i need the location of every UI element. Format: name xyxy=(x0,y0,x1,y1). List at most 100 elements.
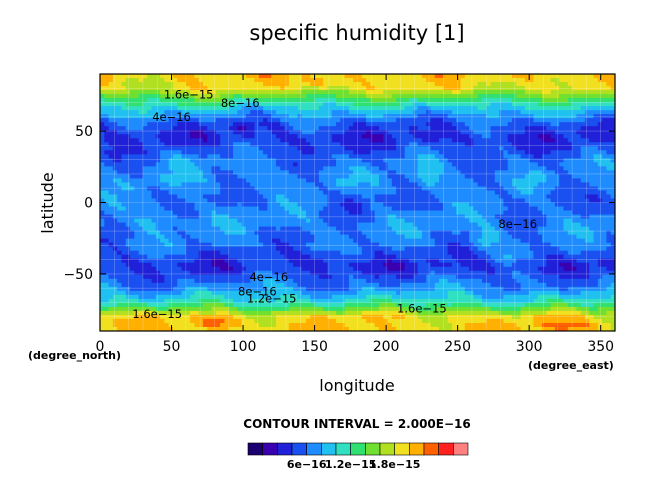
field-cell xyxy=(134,142,140,147)
field-cell xyxy=(520,86,526,91)
field-cell xyxy=(190,150,196,155)
field-cell xyxy=(336,118,341,123)
field-cell xyxy=(331,102,337,107)
field-cell xyxy=(318,74,324,79)
field-cell xyxy=(366,82,371,87)
field-cell xyxy=(589,198,595,204)
field-cell xyxy=(245,158,251,163)
field-cell xyxy=(194,130,200,135)
field-cell xyxy=(353,222,359,228)
field-cell xyxy=(366,198,371,204)
field-cell xyxy=(434,154,440,159)
field-cell xyxy=(185,130,191,135)
field-cell xyxy=(172,222,178,228)
field-cell xyxy=(572,222,577,228)
field-cell xyxy=(434,114,440,119)
field-cell xyxy=(297,158,303,163)
field-cell xyxy=(245,114,251,119)
field-cell xyxy=(323,74,329,79)
field-cell xyxy=(185,238,191,244)
field-cell xyxy=(481,82,487,87)
field-cell xyxy=(597,82,603,87)
field-cell xyxy=(215,142,221,147)
field-cell xyxy=(537,190,543,196)
field-cell xyxy=(554,186,560,192)
field-cell xyxy=(554,222,560,228)
field-cell xyxy=(284,162,290,167)
field-cell xyxy=(327,146,333,151)
field-cell xyxy=(318,186,324,192)
field-cell xyxy=(117,106,123,111)
field-cell xyxy=(185,74,191,79)
field-cell xyxy=(177,206,183,212)
field-cell xyxy=(610,130,615,135)
field-cell xyxy=(576,170,582,175)
field-cell xyxy=(207,170,213,175)
field-cell xyxy=(323,186,329,192)
field-cell xyxy=(516,202,522,208)
field-cell xyxy=(327,194,333,200)
field-cell xyxy=(284,94,290,99)
field-cell xyxy=(413,234,419,240)
field-cell xyxy=(164,174,170,180)
field-cell xyxy=(258,82,264,87)
field-cell xyxy=(336,106,341,111)
field-cell xyxy=(258,198,264,204)
field-cell xyxy=(520,182,526,188)
field-cell xyxy=(301,190,307,196)
field-cell xyxy=(306,210,311,216)
field-cell xyxy=(207,210,213,216)
field-cell xyxy=(567,182,573,188)
field-cell xyxy=(421,238,427,244)
field-cell xyxy=(353,190,359,196)
field-cell xyxy=(529,186,535,192)
field-cell xyxy=(228,158,234,163)
field-cell xyxy=(233,154,238,159)
field-cell xyxy=(507,82,513,87)
field-cell xyxy=(194,166,200,171)
field-cell xyxy=(606,114,612,119)
field-cell xyxy=(597,222,603,228)
field-cell xyxy=(602,94,608,99)
field-cell xyxy=(314,102,320,107)
field-cell xyxy=(177,86,183,91)
field-cell xyxy=(336,122,341,127)
field-cell xyxy=(400,122,406,127)
field-cell xyxy=(160,74,165,79)
field-cell xyxy=(451,82,457,87)
field-cell xyxy=(224,170,230,175)
field-cell xyxy=(336,126,341,131)
field-cell xyxy=(554,74,560,79)
field-cell xyxy=(409,210,414,216)
field-cell xyxy=(503,194,509,200)
field-cell xyxy=(104,126,110,131)
field-cell xyxy=(439,102,444,107)
field-cell xyxy=(404,166,410,171)
field-cell xyxy=(254,230,260,236)
field-cell xyxy=(473,166,479,171)
field-cell xyxy=(203,218,208,224)
field-cell xyxy=(499,154,505,159)
field-cell xyxy=(258,170,264,175)
field-cell xyxy=(306,170,311,175)
field-cell xyxy=(400,166,406,171)
field-cell xyxy=(434,146,440,151)
field-cell xyxy=(374,206,380,212)
field-cell xyxy=(357,194,363,200)
field-cell xyxy=(374,218,380,224)
field-cell xyxy=(434,162,440,167)
field-cell xyxy=(185,174,191,180)
field-cell xyxy=(576,86,582,91)
field-cell xyxy=(597,218,603,224)
field-cell xyxy=(490,154,496,159)
field-cell xyxy=(284,182,290,188)
field-cell xyxy=(108,194,114,200)
field-cell xyxy=(520,118,526,123)
field-cell xyxy=(224,78,230,83)
field-cell xyxy=(507,78,513,83)
field-cell xyxy=(417,118,423,123)
field-cell xyxy=(378,118,384,123)
field-cell xyxy=(306,154,311,159)
field-cell xyxy=(469,114,474,119)
field-cell xyxy=(237,150,243,155)
